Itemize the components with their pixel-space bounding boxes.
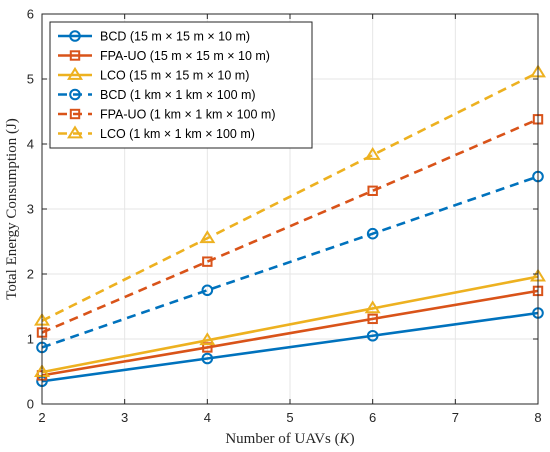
data-point <box>364 146 381 160</box>
x-tick-label: 3 <box>121 410 128 425</box>
series-line <box>41 311 539 383</box>
y-tick-label: 1 <box>27 332 34 347</box>
data-point <box>366 227 379 240</box>
legend-label: BCD (15 m × 15 m × 10 m) <box>100 30 250 44</box>
data-point <box>201 284 214 297</box>
data-point <box>202 256 213 267</box>
y-tick-label: 4 <box>27 137 34 152</box>
legend-item: LCO (15 m × 15 m × 10 m) <box>58 66 249 83</box>
legend-item: LCO (1 km × 1 km × 100 m) <box>58 125 255 141</box>
series-line <box>41 275 539 374</box>
tick-labels: 2 3 4 5 6 7 8 0 1 2 3 4 5 6 <box>27 7 542 426</box>
legend-label: LCO (1 km × 1 km × 100 m) <box>100 127 255 141</box>
legend-label: BCD (1 km × 1 km × 100 m) <box>100 88 256 102</box>
legend-marker <box>67 125 83 139</box>
legend-label: LCO (15 m × 15 m × 10 m) <box>100 69 249 83</box>
y-tick-label: 5 <box>27 72 34 87</box>
series-line <box>41 175 539 349</box>
legend-label: FPA-UO (1 km × 1 km × 100 m) <box>100 108 276 122</box>
y-tick-label: 6 <box>27 7 34 22</box>
x-tick-label: 4 <box>204 410 211 425</box>
legend-item: FPA-UO (1 km × 1 km × 100 m) <box>58 108 276 122</box>
y-axis-title: Total Energy Consumption (J) <box>4 118 20 300</box>
x-tick-label: 6 <box>369 410 376 425</box>
data-point <box>367 313 378 325</box>
legend-marker <box>69 88 81 101</box>
legend-marker <box>69 50 81 61</box>
x-tick-label: 5 <box>286 410 293 425</box>
series-line <box>41 289 539 377</box>
legend-box <box>49 21 313 149</box>
data-point <box>199 230 216 244</box>
legend-item: BCD (1 km × 1 km × 100 m) <box>58 88 256 102</box>
x-axis-title: Number of UAVs (K) <box>225 431 354 447</box>
y-tick-label: 2 <box>27 267 34 282</box>
data-point <box>367 185 378 197</box>
legend-label: FPA-UO (15 m × 15 m × 10 m) <box>100 49 270 63</box>
legend-item: BCD (15 m × 15 m × 10 m) <box>58 30 250 44</box>
x-tick-label: 8 <box>534 410 541 425</box>
legend-item: FPA-UO (15 m × 15 m × 10 m) <box>58 49 270 63</box>
y-tick-label: 3 <box>27 202 34 217</box>
legend: BCD (15 m × 15 m × 10 m) FPA-UO (15 m × 1… <box>49 21 313 149</box>
legend-marker <box>69 108 81 120</box>
x-tick-label: 7 <box>452 410 459 425</box>
series-layer <box>34 64 546 388</box>
tick-marks <box>41 13 539 405</box>
data-point <box>364 300 381 314</box>
data-point <box>199 332 216 346</box>
data-point <box>366 329 379 342</box>
series-line <box>41 71 539 322</box>
legend-marker <box>67 66 83 80</box>
series-6 <box>34 64 546 326</box>
legend-marker <box>69 30 81 42</box>
series-3 <box>34 268 546 377</box>
data-point <box>201 352 214 365</box>
y-tick-label: 0 <box>27 397 34 412</box>
x-tick-label: 2 <box>38 410 45 425</box>
